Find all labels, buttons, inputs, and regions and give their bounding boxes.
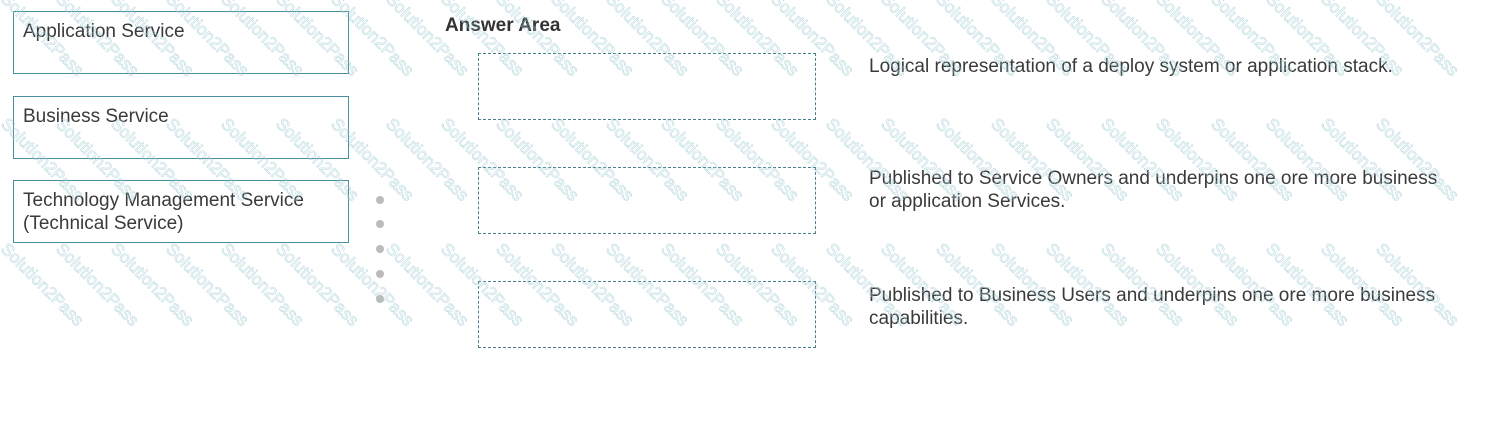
drop-target-2[interactable]	[478, 167, 816, 234]
drag-dot	[376, 245, 384, 253]
description-1: Logical representation of a deploy syste…	[869, 56, 1393, 77]
drag-dot	[376, 270, 384, 278]
source-item-technology-management-service[interactable]: Technology Management Service (Technical…	[13, 180, 349, 243]
description-3: Published to Business Users and underpin…	[869, 285, 1436, 329]
watermark-text: Solution2Pass	[162, 239, 252, 329]
drag-dot	[376, 295, 384, 303]
watermark-text: Solution2Pass	[0, 239, 87, 329]
drop-target-1[interactable]	[478, 53, 816, 120]
drop-target-3[interactable]	[478, 281, 816, 348]
source-item-label: Application Service	[23, 21, 185, 42]
drag-dot	[376, 220, 384, 228]
watermark-text: Solution2Pass	[382, 0, 472, 80]
answer-area-title: Answer Area	[445, 15, 561, 36]
watermark-text: Solution2Pass	[382, 114, 472, 204]
watermark-text: Solution2Pass	[52, 239, 142, 329]
watermark-text: Solution2Pass	[382, 239, 472, 329]
watermark-text: Solution2Pass	[327, 239, 417, 329]
watermark-text: Solution2Pass	[107, 239, 197, 329]
source-item-application-service[interactable]: Application Service	[13, 11, 349, 74]
source-item-label: Business Service	[23, 106, 169, 127]
watermark-text: Solution2Pass	[272, 239, 362, 329]
drag-dot	[376, 196, 384, 204]
source-item-business-service[interactable]: Business Service	[13, 96, 349, 159]
watermark-text: Solution2Pass	[217, 239, 307, 329]
source-item-label: Technology Management Service (Technical…	[23, 190, 304, 234]
description-2: Published to Service Owners and underpin…	[869, 168, 1438, 212]
